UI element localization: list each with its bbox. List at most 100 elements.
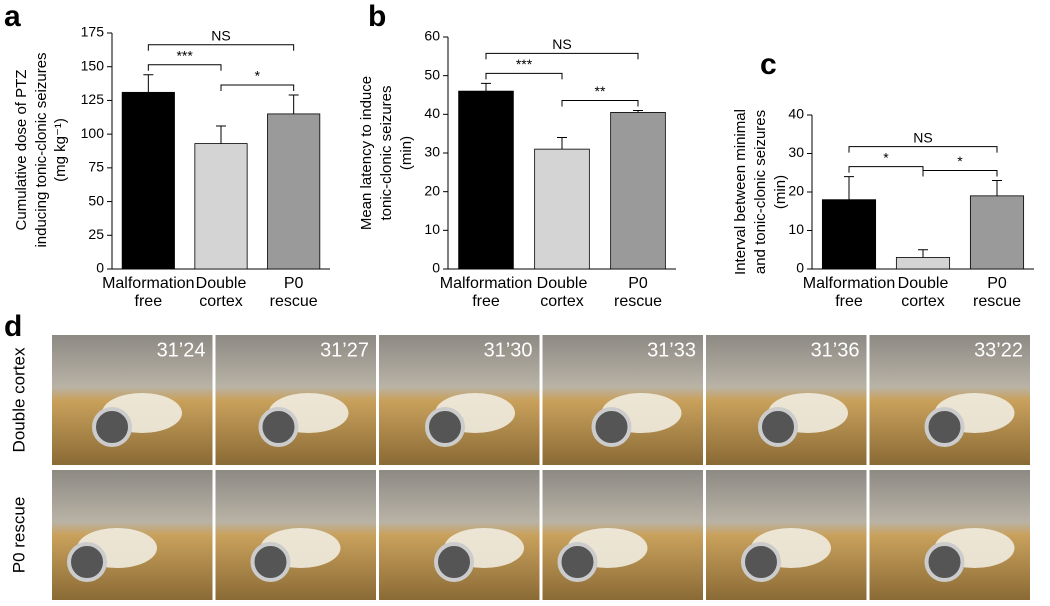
bar — [458, 90, 514, 270]
bar — [534, 148, 590, 270]
error-bar — [992, 179, 1002, 196]
timestamp: 31’27 — [320, 339, 369, 361]
significance-bracket — [848, 146, 998, 153]
panel-label: c — [760, 48, 777, 81]
y-tick-label: 0 — [432, 260, 440, 276]
x-tick-label: Double cortex — [536, 275, 588, 310]
significance-bracket — [485, 72, 563, 80]
y-tick-label: 100 — [81, 125, 105, 141]
y-tick-label: 0 — [96, 260, 104, 276]
significance-bracket — [147, 64, 222, 71]
water-port — [591, 407, 632, 447]
x-tick-label: Double cortex — [897, 275, 949, 310]
y-axis-label: and tonic-clonic seizures — [752, 110, 769, 274]
water-port — [425, 407, 465, 447]
row-label: P0 rescue — [9, 497, 28, 574]
y-tick-label: 20 — [788, 183, 804, 199]
significance-label: * — [255, 68, 261, 84]
significance-bracket — [561, 99, 639, 107]
y-axis-label: Interval between minimal — [732, 109, 749, 275]
timestamp: 31’36 — [811, 339, 860, 361]
significance-bracket — [922, 169, 998, 177]
y-axis-label: (min) — [398, 136, 415, 170]
y-tick-label: 30 — [788, 144, 804, 160]
y-axis-label: Cumulative dose of PTZ — [13, 70, 30, 231]
x-tick-label: P0 rescue — [269, 275, 318, 310]
water-port — [434, 542, 474, 582]
timestamp: 31’30 — [484, 339, 533, 361]
x-tick-label-box: Malformation free — [102, 275, 195, 310]
x-tick-label-box: P0 rescue — [614, 275, 662, 310]
x-tick-label-box: P0 rescue — [269, 275, 318, 310]
significance-label: *** — [176, 48, 193, 64]
error-bar — [844, 176, 854, 200]
y-tick-label: 25 — [88, 226, 104, 242]
significance-bracket — [147, 44, 295, 51]
timestamp: 33’22 — [974, 339, 1023, 361]
significance-label: NS — [913, 129, 932, 145]
y-axis-label: tonic-clonic seizures — [378, 85, 395, 220]
water-port — [924, 542, 965, 582]
y-tick-label: 175 — [81, 24, 105, 40]
bar — [895, 257, 951, 270]
significance-bracket — [848, 166, 924, 173]
row-label: Double cortex — [9, 347, 28, 452]
bar — [610, 112, 666, 270]
error-bar — [557, 137, 567, 150]
bar — [194, 143, 248, 270]
y-tick-label: 50 — [424, 66, 440, 82]
x-tick-label-box: Malformation free — [802, 275, 896, 310]
water-port — [67, 542, 107, 582]
y-axis-label: (min) — [772, 175, 789, 209]
water-port — [741, 542, 781, 582]
panel-label: a — [4, 0, 21, 33]
x-tick-label-box: P0 rescue — [972, 275, 1022, 310]
error-bar — [633, 109, 643, 113]
panel-label: b — [368, 0, 386, 33]
bar — [821, 199, 877, 270]
water-port — [557, 542, 598, 582]
y-tick-label: 50 — [88, 192, 104, 208]
significance-label: NS — [552, 36, 571, 52]
y-tick-label: 10 — [424, 221, 440, 237]
timestamp: 31’33 — [647, 339, 696, 361]
y-tick-label: 125 — [81, 91, 105, 107]
x-tick-label-box: Double cortex — [897, 275, 949, 310]
error-bar — [918, 249, 928, 258]
x-tick-label: Malformation free — [102, 275, 195, 310]
y-tick-label: 40 — [788, 106, 804, 122]
x-tick-label-box: Double cortex — [536, 275, 588, 310]
y-axis-label: Mean latency to induce — [358, 76, 375, 230]
panel-label: d — [4, 310, 22, 343]
bar — [121, 91, 175, 270]
error-bar — [143, 74, 154, 93]
significance-label: NS — [211, 28, 230, 44]
water-port — [92, 407, 132, 447]
water-port — [758, 407, 798, 447]
y-tick-label: 30 — [424, 144, 440, 160]
y-tick-label: 60 — [424, 28, 440, 44]
y-tick-label: 20 — [424, 182, 440, 198]
water-port — [258, 407, 299, 447]
x-tick-label: Double cortex — [195, 275, 247, 310]
significance-label: * — [883, 149, 889, 165]
water-port — [250, 542, 291, 582]
significance-label: * — [957, 153, 963, 169]
timestamp: 31’24 — [157, 339, 206, 361]
bar — [267, 113, 321, 270]
y-axis-label: inducing tonic-clonic seizures — [33, 52, 50, 247]
y-tick-label: 0 — [796, 260, 804, 276]
bar — [969, 195, 1025, 270]
error-bar — [481, 82, 491, 92]
x-tick-label: P0 rescue — [972, 275, 1022, 310]
significance-bracket — [485, 52, 639, 60]
x-tick-label-box: Double cortex — [195, 275, 247, 310]
water-port — [924, 407, 965, 447]
significance-label: *** — [516, 56, 533, 72]
y-tick-label: 40 — [424, 105, 440, 121]
y-tick-label: 75 — [88, 159, 104, 175]
x-tick-label: Malformation free — [802, 275, 896, 310]
x-tick-label-box: Malformation free — [440, 275, 532, 310]
error-bar — [288, 94, 299, 114]
